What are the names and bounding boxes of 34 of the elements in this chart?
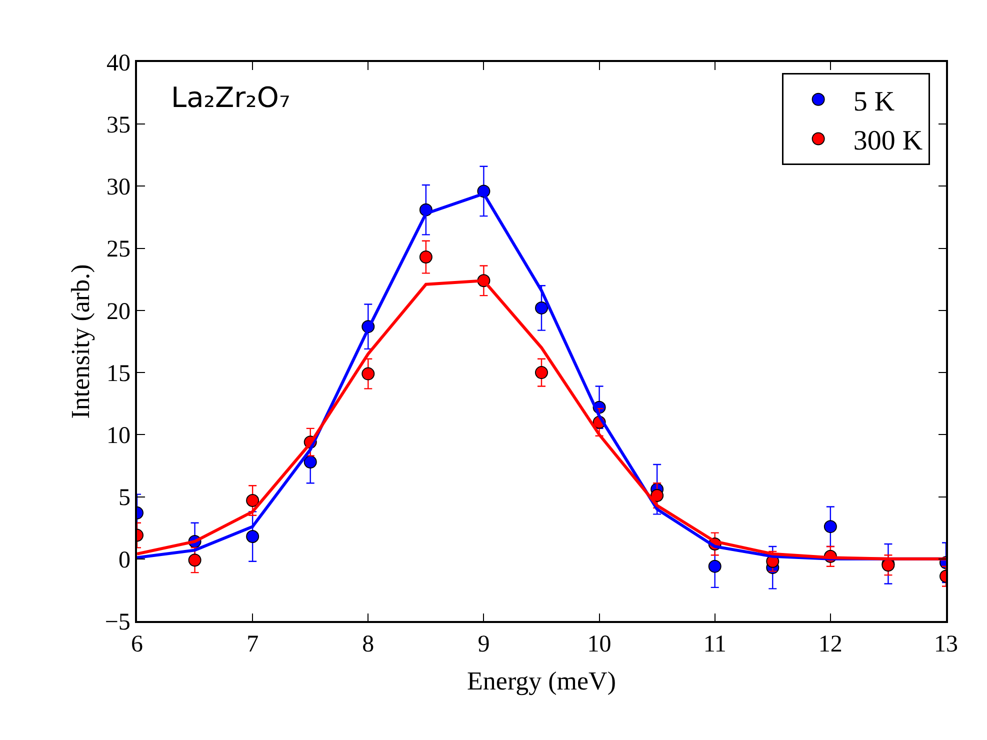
point [246,530,260,544]
point [708,560,722,573]
legend-label: 300 K [853,126,923,157]
x-tick-label: 9 [478,632,490,658]
x-axis-title: Energy (meV) [467,666,616,696]
point [824,520,837,534]
point [535,301,548,314]
x-tick-label: 7 [246,632,259,658]
point [362,367,375,380]
y-tick-label: 5 [118,485,130,512]
x-tick-label: 12 [818,632,842,658]
legend-label: 5 K [853,86,895,118]
y-tick-label: 10 [106,423,130,450]
point [419,250,432,264]
x-tick-label: 10 [587,632,612,658]
x-tick-label: 11 [703,632,726,658]
y-tick-label: 15 [106,360,130,387]
x-tick-label: 8 [362,632,374,658]
y-tick-label: 25 [106,236,130,263]
annotation: La₂Zr₂O₇ [171,81,290,114]
point [304,456,317,468]
y-tick-label: 40 [106,50,130,76]
y-tick-label: 30 [106,174,130,201]
point [535,366,548,380]
point [188,554,202,567]
y-tick-label: 35 [106,112,130,139]
x-tick-label: 13 [934,632,958,658]
y-tick-label: 20 [106,298,130,325]
y-axis-title: Intensity (arb.) [66,264,95,419]
y-tick-label: 0 [118,547,130,574]
point [246,494,260,507]
y-tick-label: −5 [104,609,130,636]
x-tick-label: 6 [131,632,143,658]
point [650,489,664,502]
